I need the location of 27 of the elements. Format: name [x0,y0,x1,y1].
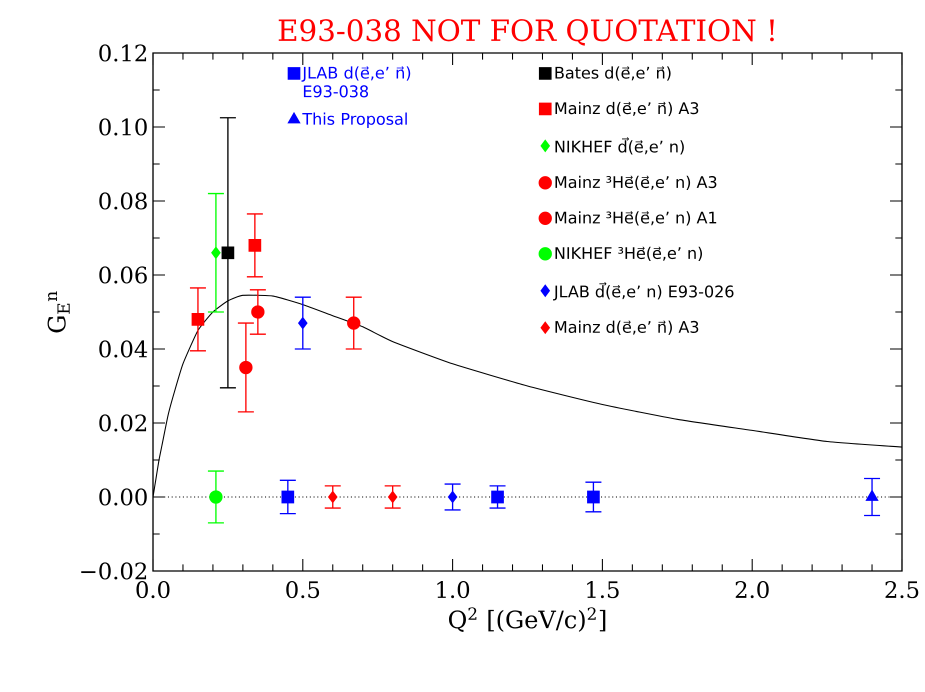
legend-label: Mainz ³He⃗(e⃗,e’ n) A1 [555,211,716,226]
legend-label: Mainz d(e⃗,e’ n⃗) A3 [555,102,698,116]
legend-label: JLAB d(e⃗,e’ n⃗) E93-038 [302,66,410,98]
y-axis-title: G$_{E}$n [48,291,70,332]
y-tick-label: 0.00 [99,488,147,506]
x-tick-label: 2.0 [736,581,769,598]
x-tick-label: 0.5 [286,581,320,598]
y-tick-label: 0.02 [99,414,146,432]
x-tick-label: 1.0 [437,581,470,598]
legend-label: NIKHEF ³He⃗(e⃗,e’ n) [555,246,702,261]
x-tick-label: 1.5 [587,581,619,598]
legend-label: NIKHEF d⃗(e⃗,e’ n) [555,137,684,155]
y-tick-label: 0.06 [99,266,147,284]
y-tick-label: 0.10 [99,118,147,136]
x-tick-label: 0.0 [136,581,170,598]
legend-label: JLAB d⃗(e⃗,e’ n) E93-026 [553,282,734,300]
x-axis-title: Q$^{2}$ [(GeV/c)$^{2}$] [448,607,606,632]
legend-label: Mainz ³He⃗(e⃗,e’ n) A3 [555,176,716,190]
y-tick-label: 0.08 [99,192,147,210]
y-tick-label: −0.02 [81,562,146,580]
chart-title: E93-038 NOT FOR QUOTATION ! [278,19,774,46]
x-tick-label: 2.5 [886,581,918,598]
y-tick-label: 0.12 [99,44,146,62]
y-tick-label: 0.04 [99,340,148,358]
legend-label: Mainz d(e⃗,e’ n⃗) A3 [555,320,698,335]
legend-label: Bates d(e⃗,e’ n⃗) [555,66,671,81]
legend-label: This Proposal [302,112,407,128]
